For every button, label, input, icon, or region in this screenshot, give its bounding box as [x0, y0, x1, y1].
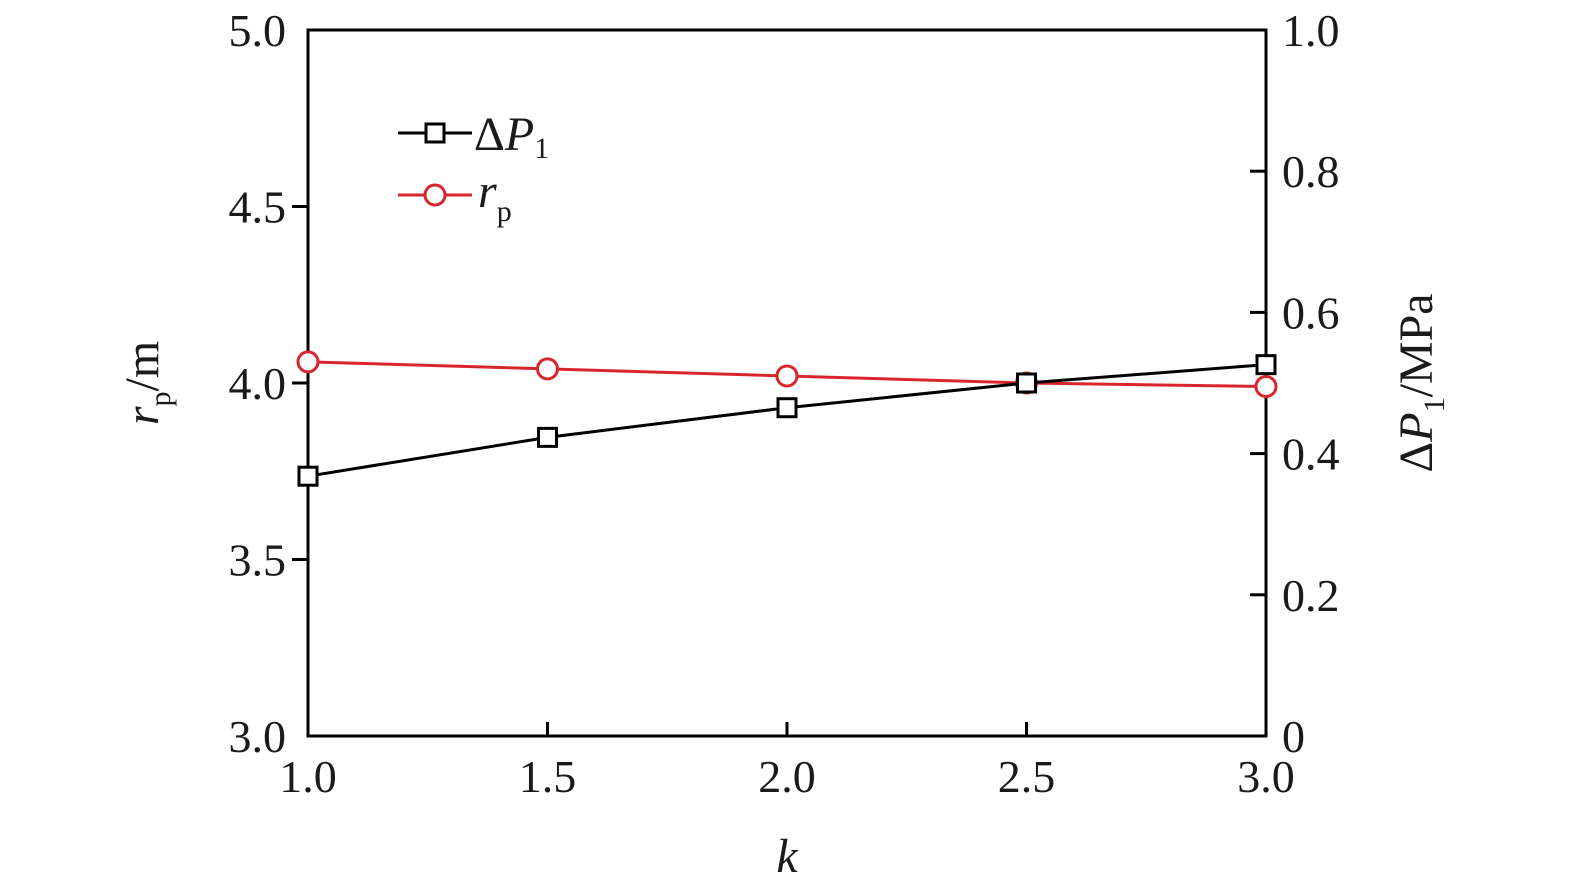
legend-marker-square — [424, 122, 446, 144]
x-tick-label: 1.5 — [519, 751, 577, 802]
legend-label-delta-p1-main: P — [504, 108, 534, 161]
x-axis-ticks: 1.0 1.5 2.0 2.5 3.0 — [279, 722, 1295, 802]
right-y-axis-title-delta: Δ — [1390, 442, 1443, 473]
left-y-tick-label: 4.0 — [229, 358, 287, 409]
left-y-axis-ticks: 3.0 3.5 4.0 4.5 5.0 — [229, 5, 308, 762]
series-layer — [296, 350, 1278, 487]
data-point-delta-p1 — [537, 426, 558, 448]
right-y-axis-title-unit: /MPa — [1390, 293, 1443, 397]
legend-marker-circle — [423, 183, 447, 207]
data-point-delta-p1 — [776, 397, 798, 419]
right-y-tick-label: 0.2 — [1282, 570, 1340, 621]
data-point-rp — [1254, 375, 1278, 399]
left-y-tick-label: 5.0 — [229, 5, 287, 56]
right-y-axis-title-sub: 1 — [1418, 397, 1451, 412]
right-y-axis-ticks: 0 0.2 0.4 0.6 0.8 1.0 — [1250, 5, 1340, 762]
x-tick-label: 2.0 — [758, 751, 816, 802]
left-y-axis-title: rp/m — [116, 341, 177, 425]
right-y-axis-title-main: P — [1390, 412, 1443, 442]
right-y-tick-label: 0.8 — [1282, 146, 1340, 197]
legend-label-delta-p1-sub: 1 — [534, 132, 549, 165]
x-tick-label: 3.0 — [1237, 751, 1295, 802]
right-y-axis-title: ΔP1/MPa — [1390, 293, 1451, 472]
legend-entry-delta-p1: ΔP1 — [398, 108, 549, 165]
legend-label-rp-sub: p — [497, 195, 512, 228]
data-point-delta-p1 — [1255, 354, 1277, 376]
left-y-axis-title-unit: /m — [116, 341, 169, 392]
left-y-axis-title-main: r — [116, 406, 169, 425]
legend-label-rp: rp — [478, 165, 512, 228]
right-y-tick-label: 0.6 — [1282, 287, 1340, 338]
left-y-tick-label: 3.0 — [229, 711, 287, 762]
legend-label-rp-main: r — [478, 165, 497, 218]
right-y-tick-label: 0.4 — [1282, 429, 1340, 480]
legend: ΔP1 rp — [398, 108, 549, 228]
legend-label-delta: Δ — [474, 108, 505, 161]
data-point-rp — [296, 350, 320, 374]
data-point-rp — [775, 364, 799, 388]
left-y-axis-title-sub: p — [144, 391, 177, 406]
right-y-tick-label: 0 — [1282, 711, 1305, 762]
x-axis-title: k — [776, 830, 799, 883]
left-y-tick-label: 4.5 — [229, 182, 287, 233]
data-point-delta-p1 — [297, 465, 319, 487]
x-tick-label: 2.5 — [998, 751, 1056, 802]
legend-label-delta-p1: ΔP1 — [474, 108, 549, 165]
legend-entry-rp: rp — [398, 165, 512, 228]
x-tick-label: 1.0 — [279, 751, 337, 802]
left-y-tick-label: 3.5 — [229, 535, 287, 586]
right-y-tick-label: 1.0 — [1282, 5, 1340, 56]
data-point-delta-p1 — [1016, 372, 1037, 394]
data-point-rp — [536, 357, 559, 381]
